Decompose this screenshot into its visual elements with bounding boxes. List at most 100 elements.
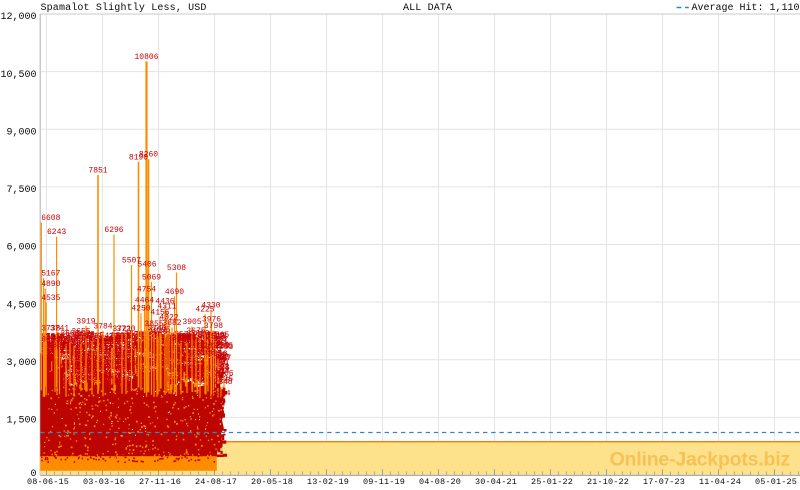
svg-text:2652: 2652 xyxy=(41,366,60,375)
svg-text:2886: 2886 xyxy=(41,357,60,366)
svg-text:2621: 2621 xyxy=(207,367,226,376)
svg-text:2815: 2815 xyxy=(192,360,211,369)
svg-text:4225: 4225 xyxy=(195,306,214,315)
svg-text:Online-Jackpots.biz: Online-Jackpots.biz xyxy=(610,449,791,471)
svg-text:3427: 3427 xyxy=(193,336,212,345)
svg-text:2375: 2375 xyxy=(109,377,128,386)
svg-text:3055: 3055 xyxy=(67,351,86,360)
svg-text:2753: 2753 xyxy=(114,362,133,371)
svg-text:3655: 3655 xyxy=(71,328,90,337)
svg-text:3075: 3075 xyxy=(203,350,222,359)
svg-text:3535: 3535 xyxy=(143,332,162,341)
svg-text:ALL DATA: ALL DATA xyxy=(403,3,452,14)
svg-text:21-10-22: 21-10-22 xyxy=(587,477,629,487)
svg-text:3721: 3721 xyxy=(112,325,131,334)
svg-text:3016: 3016 xyxy=(68,352,87,361)
svg-text:2742: 2742 xyxy=(91,363,110,372)
svg-text:3496: 3496 xyxy=(188,334,207,343)
svg-text:3312: 3312 xyxy=(83,341,102,350)
svg-text:2481: 2481 xyxy=(180,373,199,382)
svg-text:3541: 3541 xyxy=(95,332,114,341)
svg-text:2450: 2450 xyxy=(41,374,60,383)
svg-text:2312: 2312 xyxy=(192,379,211,388)
svg-text:3363: 3363 xyxy=(83,339,102,348)
svg-text:13-02-19: 13-02-19 xyxy=(307,477,349,487)
svg-text:2641: 2641 xyxy=(108,367,127,376)
svg-text:2899: 2899 xyxy=(199,357,218,366)
svg-text:3415: 3415 xyxy=(185,337,204,346)
svg-text:3411: 3411 xyxy=(181,337,200,346)
svg-text:2602: 2602 xyxy=(80,368,99,377)
svg-text:3245: 3245 xyxy=(196,343,215,352)
svg-text:0: 0 xyxy=(30,469,36,480)
svg-text:Spamalot Slightly Less, USD: Spamalot Slightly Less, USD xyxy=(41,2,207,14)
svg-text:3304: 3304 xyxy=(47,341,66,350)
svg-text:2971: 2971 xyxy=(80,354,99,363)
svg-text:3219: 3219 xyxy=(99,344,118,353)
svg-text:2808: 2808 xyxy=(120,360,139,369)
svg-text:3226: 3226 xyxy=(124,344,143,353)
svg-text:2590: 2590 xyxy=(62,369,81,378)
svg-text:03-03-16: 03-03-16 xyxy=(83,477,125,487)
svg-text:2629: 2629 xyxy=(41,367,60,376)
svg-text:3074: 3074 xyxy=(69,350,88,359)
svg-text:2708: 2708 xyxy=(157,364,176,373)
svg-text:2749: 2749 xyxy=(73,362,92,371)
svg-text:2774: 2774 xyxy=(84,361,103,370)
svg-text:2426: 2426 xyxy=(90,375,109,384)
svg-text:3027: 3027 xyxy=(158,352,177,361)
svg-text:2812: 2812 xyxy=(130,360,149,369)
svg-text:3443: 3443 xyxy=(41,336,60,345)
svg-text:2633: 2633 xyxy=(68,367,87,376)
svg-text:2944: 2944 xyxy=(63,355,82,364)
svg-text:3197: 3197 xyxy=(41,345,60,354)
svg-text:2863: 2863 xyxy=(82,358,101,367)
svg-text:3019: 3019 xyxy=(170,352,189,361)
svg-text:3513: 3513 xyxy=(177,333,196,342)
svg-text:2386: 2386 xyxy=(193,376,212,385)
svg-text:3195: 3195 xyxy=(96,345,115,354)
svg-text:2284: 2284 xyxy=(103,380,122,389)
svg-text:3407: 3407 xyxy=(166,337,185,346)
svg-text:3256: 3256 xyxy=(126,343,145,352)
svg-text:2433: 2433 xyxy=(84,375,103,384)
svg-text:3532: 3532 xyxy=(115,332,134,341)
svg-text:2488: 2488 xyxy=(79,372,98,381)
svg-text:3152: 3152 xyxy=(152,347,171,356)
svg-text:2479: 2479 xyxy=(87,373,106,382)
svg-text:3798: 3798 xyxy=(204,322,223,331)
svg-text:3010: 3010 xyxy=(161,352,180,361)
svg-text:2573: 2573 xyxy=(41,369,60,378)
svg-text:2768: 2768 xyxy=(41,362,60,371)
svg-text:3068: 3068 xyxy=(208,350,227,359)
svg-text:3105: 3105 xyxy=(46,349,65,358)
svg-text:3274: 3274 xyxy=(166,342,185,351)
svg-text:3431: 3431 xyxy=(119,336,138,345)
svg-text:3089: 3089 xyxy=(115,349,134,358)
svg-text:2854: 2854 xyxy=(65,358,84,367)
svg-text:3064: 3064 xyxy=(72,350,91,359)
svg-text:3283: 3283 xyxy=(198,342,217,351)
svg-text:2437: 2437 xyxy=(41,374,60,383)
svg-text:2658: 2658 xyxy=(52,366,71,375)
svg-text:2476: 2476 xyxy=(79,373,98,382)
svg-text:3251: 3251 xyxy=(194,343,213,352)
svg-text:3079: 3079 xyxy=(185,350,204,359)
svg-text:3299: 3299 xyxy=(210,341,229,350)
svg-text:09-11-19: 09-11-19 xyxy=(363,477,405,487)
svg-text:3057: 3057 xyxy=(149,351,168,360)
svg-text:2733: 2733 xyxy=(92,363,111,372)
svg-text:3488: 3488 xyxy=(171,334,190,343)
svg-text:3245: 3245 xyxy=(41,343,60,352)
svg-text:3066: 3066 xyxy=(109,350,128,359)
svg-text:2286: 2286 xyxy=(60,380,79,389)
svg-text:2739: 2739 xyxy=(79,363,98,372)
svg-text:3543: 3543 xyxy=(208,332,227,341)
svg-text:3523: 3523 xyxy=(41,333,60,342)
svg-text:2591: 2591 xyxy=(117,369,136,378)
svg-text:2917: 2917 xyxy=(109,356,128,365)
svg-text:3488: 3488 xyxy=(110,334,129,343)
svg-text:2960: 2960 xyxy=(87,354,106,363)
svg-text:3549: 3549 xyxy=(206,332,225,341)
svg-text:3148: 3148 xyxy=(140,347,159,356)
